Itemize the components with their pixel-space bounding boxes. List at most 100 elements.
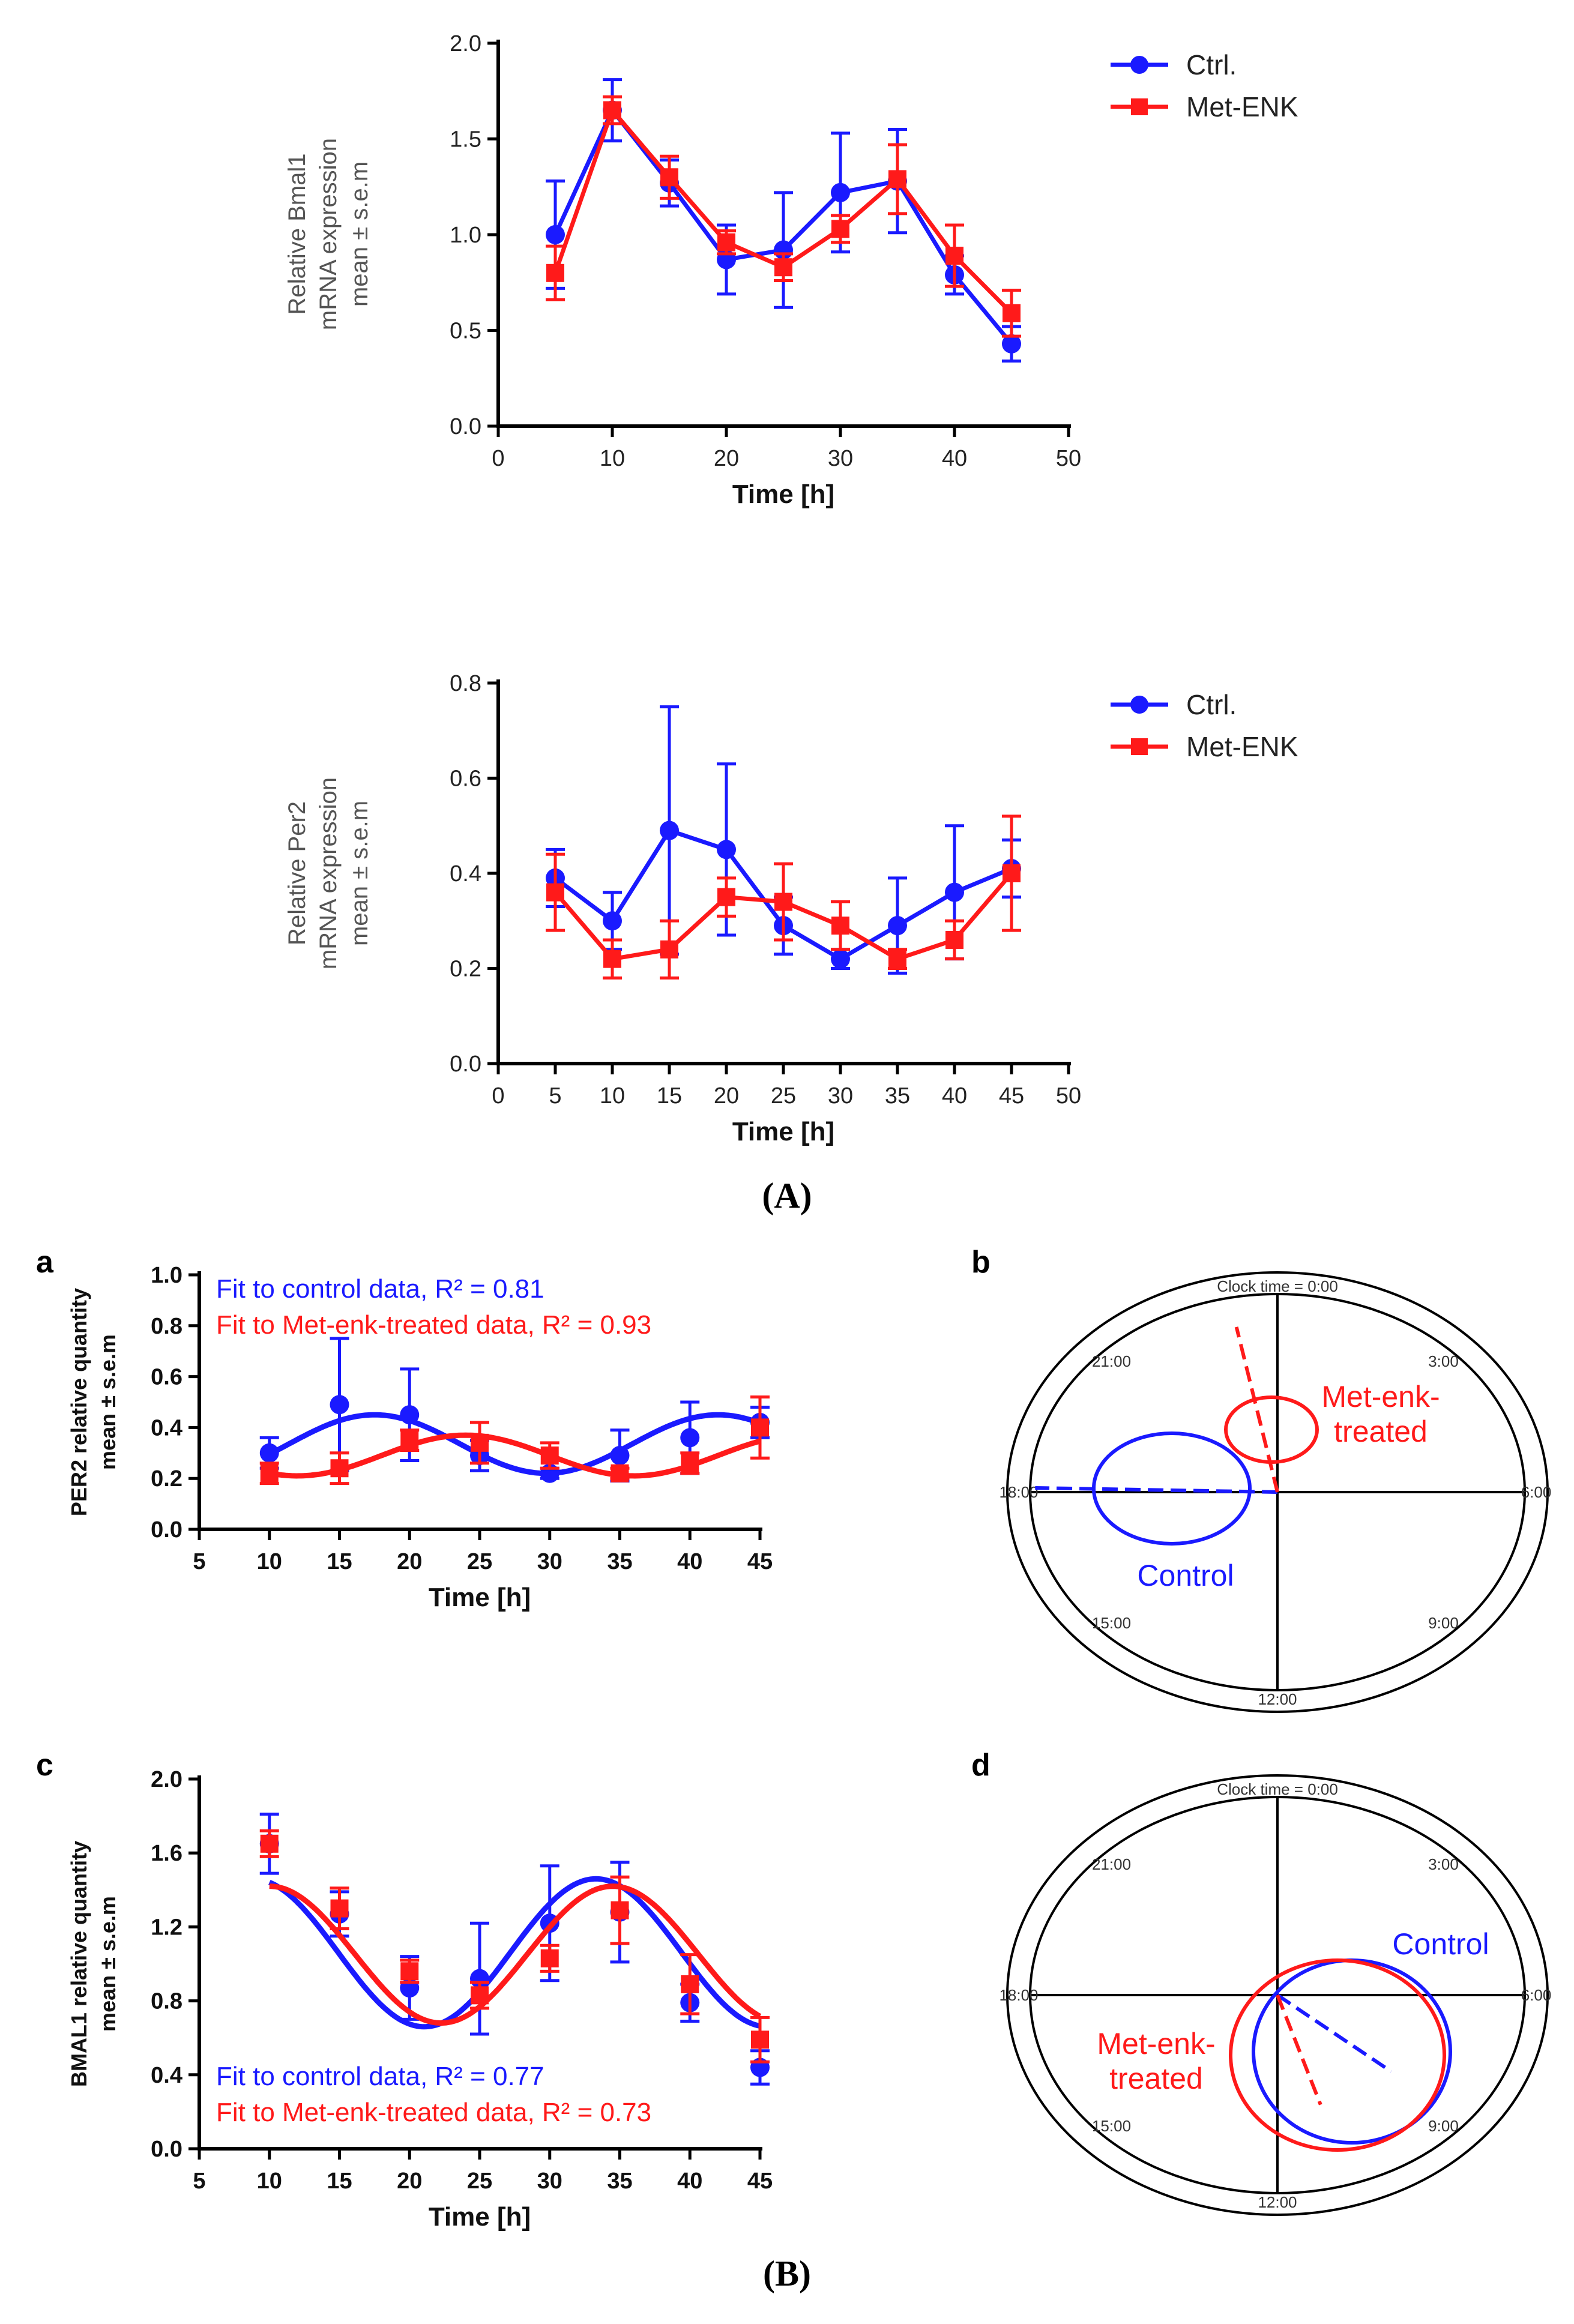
x-tick-label: 20 <box>714 1083 739 1109</box>
data-point <box>546 263 564 282</box>
data-point <box>1002 334 1021 354</box>
data-point <box>831 917 849 935</box>
x-tick-label: 20 <box>714 446 739 471</box>
y-tick-label: 2.0 <box>151 1767 182 1792</box>
data-point <box>260 1464 279 1483</box>
x-tick-label: 40 <box>942 1083 967 1109</box>
y-axis-label: PER2 relative quantity mean ± s.e.m <box>67 1288 120 1516</box>
y-tick-label: 1.6 <box>151 1841 182 1866</box>
hour-label: 9:00 <box>1428 1614 1459 1632</box>
outer-ring <box>1006 1271 1549 1713</box>
data-point <box>945 930 963 949</box>
x-tick-label: 45 <box>999 1083 1024 1109</box>
control-label: Control <box>1392 1927 1489 1961</box>
series-ctrl- <box>546 78 1021 363</box>
clock-title: Clock time = 0:00 <box>1217 1780 1338 1798</box>
x-tick-label: 10 <box>600 1083 625 1109</box>
x-tick-label: 15 <box>327 2169 352 2194</box>
data-point <box>603 101 621 119</box>
data-point <box>717 888 735 906</box>
chart-bmal1-cosinor-fit: 0.0 0.4 0.8 1.2 1.6 2.0 5 10 15 20 25 30 35 40 45 Time … <box>36 1748 773 2232</box>
polar-plot-per2: b Clock time = 0:00 3:00 6:00 9:00 12:00 15:00… <box>971 1245 1552 1713</box>
data-point <box>330 1899 349 1918</box>
panel-letter: c <box>36 1748 53 1783</box>
y-axis-label-line: mean ± s.e.m <box>346 161 373 307</box>
y-tick-label: 1.2 <box>151 1915 182 1940</box>
data-point <box>400 1405 420 1425</box>
x-axis-label: Time [h] <box>429 2202 531 2232</box>
hour-label: 6:00 <box>1521 1483 1552 1501</box>
y-axis-label-line: mean ± s.e.m <box>95 1896 120 2032</box>
panel-label-b: (B) <box>763 2254 811 2293</box>
data-point <box>259 1443 279 1463</box>
y-tick-label: 0.4 <box>151 2063 182 2088</box>
x-tick-label: 20 <box>397 1549 422 1574</box>
data-point <box>611 1901 629 1919</box>
panel-letter: a <box>36 1245 54 1280</box>
x-tick-label: 30 <box>828 446 853 471</box>
series-met-enk-treated <box>259 1829 770 2064</box>
x-tick-label: 10 <box>600 446 625 471</box>
x-axis-label: Time [h] <box>732 1117 834 1146</box>
data-point <box>717 840 736 859</box>
y-tick-label: 0.2 <box>151 1466 182 1492</box>
x-tick-label: 15 <box>657 1083 682 1109</box>
panel-letter: d <box>971 1748 991 1783</box>
legend-marker <box>1130 56 1148 74</box>
legend-label: Met-ENK <box>1186 91 1298 122</box>
data-point <box>751 2030 769 2049</box>
chart-per2-cosinor-fit: 0.0 0.2 0.4 0.6 0.8 1.0 5 10 15 20 25 30 35 40 45 Time … <box>36 1245 773 1612</box>
hour-label: 9:00 <box>1428 2117 1459 2135</box>
data-point <box>945 882 964 902</box>
x-tick-label: 5 <box>193 2169 205 2194</box>
data-point <box>831 220 849 238</box>
hour-label: 12:00 <box>1258 1690 1297 1708</box>
y-axis-label-line: PER2 relative quantity <box>67 1288 91 1516</box>
panel-letter: b <box>971 1245 991 1280</box>
fit-annotation: Fit to control data, R² = 0.81 <box>216 1274 544 1304</box>
data-point <box>1003 304 1021 322</box>
y-tick-label: 1.0 <box>450 223 481 248</box>
y-tick-label: 0.2 <box>450 957 481 982</box>
hour-label: 3:00 <box>1428 1352 1459 1370</box>
x-tick-label: 25 <box>467 2169 492 2194</box>
hour-label: 3:00 <box>1428 1855 1459 1873</box>
confidence-ellipse <box>1092 1431 1252 1546</box>
y-axis-label-line: mRNA expression <box>315 777 342 969</box>
data-point <box>546 883 564 902</box>
data-point <box>831 182 850 202</box>
y-axis-label-line: Relative Per2 <box>284 801 310 945</box>
met-enk-label-line1: Met-enk- <box>1097 2027 1215 2061</box>
y-tick-label: 0.0 <box>151 2137 182 2162</box>
clock-title: Clock time = 0:00 <box>1217 1277 1338 1295</box>
hour-label: 21:00 <box>1092 1855 1131 1873</box>
y-tick-label: 0.0 <box>450 1052 481 1077</box>
data-point <box>888 950 906 968</box>
data-point <box>400 1962 419 1981</box>
x-tick-label: 40 <box>677 2169 702 2194</box>
x-tick-label: 10 <box>257 2169 282 2194</box>
polar-plot-bmal1: d Clock time = 0:00 3:00 6:00 9:00 12:00 15:00… <box>971 1748 1551 2216</box>
data-point <box>774 258 792 277</box>
y-tick-label: 0.8 <box>151 1314 182 1339</box>
data-point <box>681 1454 699 1472</box>
acrophase-vector <box>1234 1326 1279 1493</box>
data-point <box>888 916 907 936</box>
y-tick-label: 0.4 <box>151 1415 182 1440</box>
x-tick-label: 0 <box>492 446 504 471</box>
x-tick-label: 5 <box>193 1549 205 1574</box>
y-tick-label: 2.0 <box>450 31 481 56</box>
x-tick-label: 30 <box>537 1549 562 1574</box>
legend-marker <box>1131 98 1148 115</box>
x-tick-label: 35 <box>885 1083 910 1109</box>
acrophase-vector <box>1035 1486 1278 1494</box>
y-tick-label: 1.0 <box>151 1263 182 1288</box>
data-point <box>660 820 679 840</box>
acrophase-vector <box>1276 1993 1393 2073</box>
y-axis-label: Relative Bmal1 mRNA expression mean ± s.e.… <box>284 138 373 330</box>
met-enk-label-line2: treated <box>1334 1415 1428 1448</box>
data-point <box>610 1446 630 1466</box>
x-tick-label: 25 <box>467 1549 492 1574</box>
x-axis-label: Time [h] <box>732 480 834 509</box>
data-point <box>888 170 906 188</box>
